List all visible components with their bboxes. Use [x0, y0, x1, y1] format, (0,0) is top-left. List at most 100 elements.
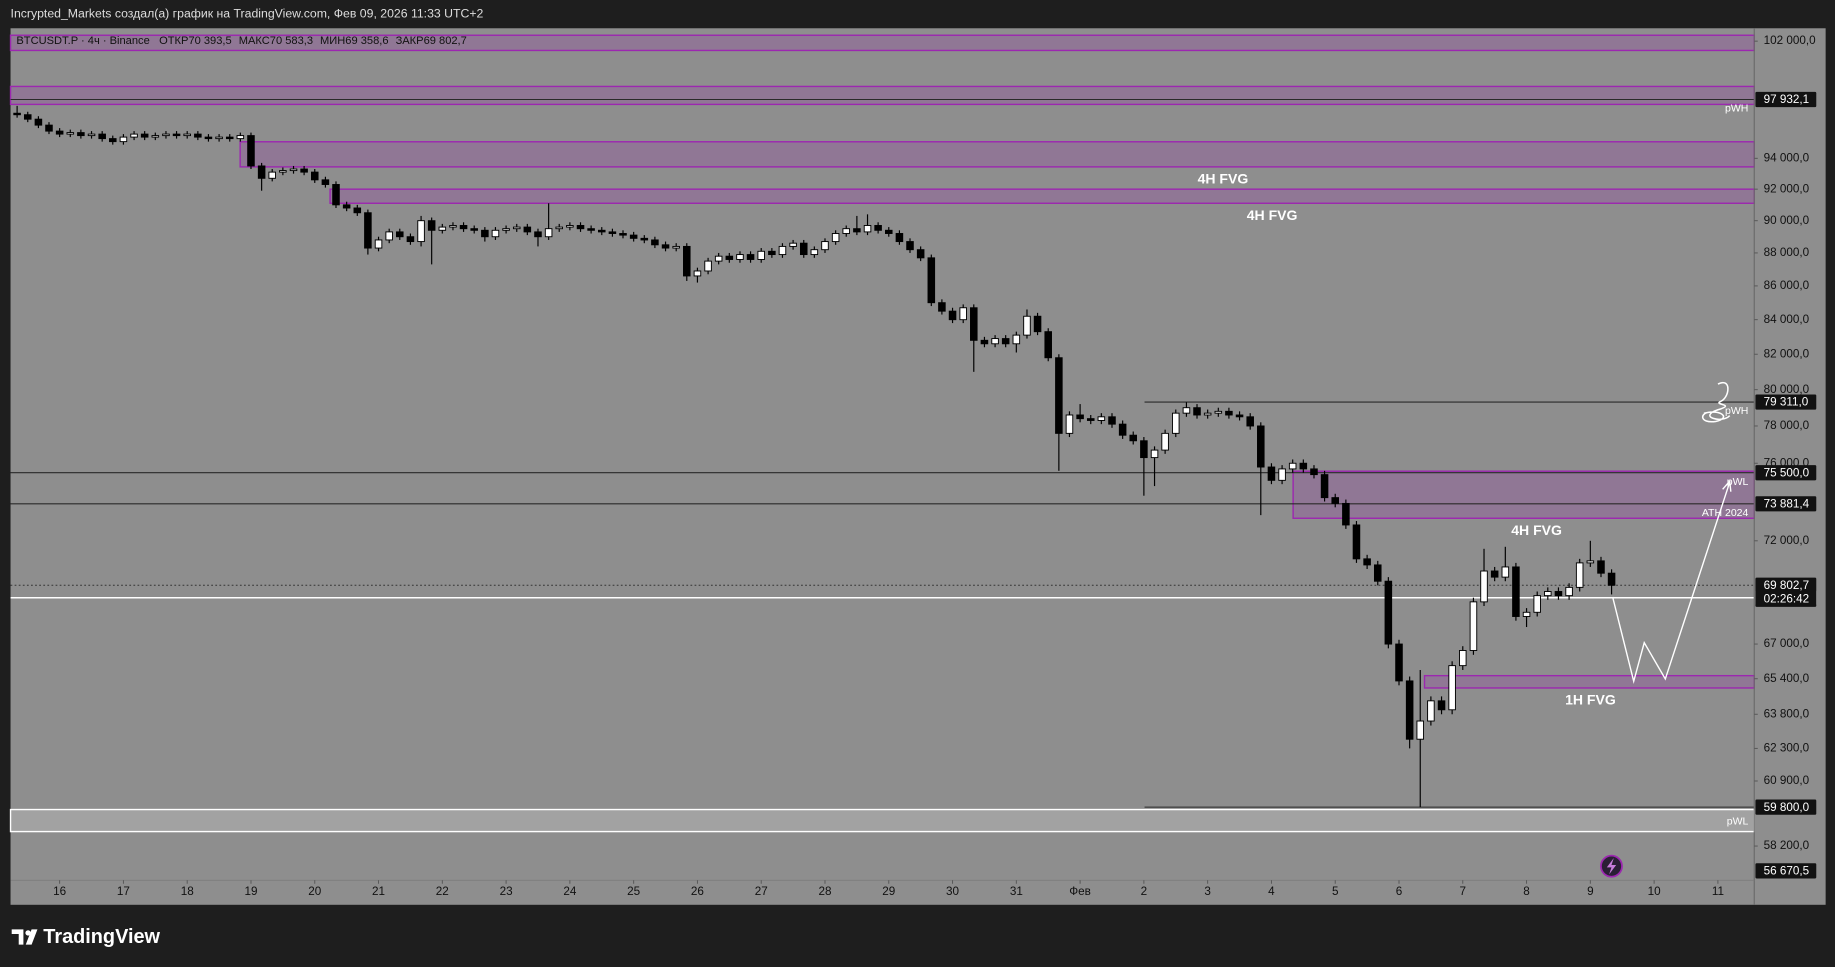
candle-body	[34, 118, 43, 126]
candle-body	[55, 130, 64, 135]
candle-body	[98, 133, 106, 140]
price-badge-label: 59 800,0	[1764, 801, 1810, 814]
candle-body	[1172, 412, 1180, 434]
candle-body	[768, 250, 776, 256]
price-badge-label: 56 670,5	[1764, 865, 1810, 878]
legend-key: ОТКР	[159, 35, 188, 47]
candle-body	[1522, 611, 1531, 617]
legend-value: 70 583,3	[270, 35, 313, 47]
candle-body	[396, 231, 404, 238]
candle-body	[1490, 570, 1499, 578]
y-tick-label: 72 000,0	[1764, 534, 1810, 547]
y-tick-label: 63 800,0	[1764, 707, 1810, 720]
zone	[239, 141, 1755, 168]
candle-body	[1278, 468, 1286, 481]
candle-body	[1607, 572, 1616, 586]
candle-body	[459, 225, 468, 230]
candle-body	[353, 207, 362, 214]
candle-body	[725, 255, 734, 260]
candle-body	[77, 132, 85, 137]
candle-body	[1384, 580, 1393, 645]
candle-body	[1129, 434, 1138, 442]
x-tick-label: 29	[882, 885, 895, 898]
candle-body	[1565, 586, 1573, 597]
candle-body	[1586, 560, 1595, 564]
x-tick-label: 26	[691, 885, 704, 898]
candle-body	[1299, 462, 1308, 470]
candle-body	[714, 255, 723, 262]
candle-body	[417, 220, 425, 243]
candle-body	[1044, 331, 1052, 359]
candle-body	[831, 233, 840, 243]
candle-body	[1055, 357, 1063, 434]
candle-body	[1363, 558, 1371, 566]
candle-body	[757, 250, 765, 260]
candle-body	[629, 234, 638, 239]
candle-body	[385, 231, 393, 241]
candle-body	[789, 242, 797, 247]
candle-body	[1352, 524, 1361, 560]
zone-label: 4H FVG	[1511, 522, 1562, 538]
legend-value: 69 358,6	[345, 35, 388, 47]
candle-body	[1405, 680, 1414, 740]
candle-body	[1459, 650, 1467, 667]
candle-body	[608, 231, 617, 234]
candle-body	[938, 302, 946, 312]
candle-body	[1320, 474, 1329, 499]
candle-body	[927, 257, 936, 304]
candle-body	[991, 338, 999, 345]
candle-body	[194, 133, 202, 138]
candle-body	[799, 242, 808, 256]
y-tick-label: 88 000,0	[1764, 246, 1810, 259]
levels: pWH pWH pWL ATH 2024	[10, 98, 1755, 808]
level-tag: pWH	[1725, 103, 1748, 115]
candle-body	[534, 231, 542, 238]
price-badge	[1755, 863, 1817, 879]
candle-body	[842, 228, 850, 234]
level-tag: pWH	[1725, 405, 1748, 417]
candle-body	[746, 254, 755, 260]
y-tick-label: 78 000,0	[1764, 419, 1810, 432]
candle-body	[300, 168, 308, 173]
candle-body	[704, 260, 712, 272]
zone	[1423, 674, 1755, 689]
candle-body	[884, 229, 893, 234]
candle-body	[906, 241, 914, 251]
candle-body	[778, 245, 787, 256]
price-badge-label: 73 881,4	[1764, 497, 1810, 510]
candle-body	[555, 226, 563, 230]
candle-body	[1246, 416, 1254, 427]
candle-body	[279, 170, 287, 173]
y-tick-label: 92 000,0	[1764, 182, 1810, 195]
candle-body	[1203, 412, 1212, 416]
x-tick-label: 19	[244, 885, 257, 898]
candle-body	[321, 179, 330, 185]
alert-icon[interactable]	[1600, 854, 1623, 878]
x-tick-label: 7	[1460, 885, 1467, 898]
candle-body	[342, 204, 351, 209]
legend-symbol: BTCUSDT.P · 4ч · Binance	[16, 35, 149, 47]
candles	[13, 105, 1616, 808]
price-badge	[1755, 394, 1817, 410]
candle-body	[523, 226, 532, 233]
candle-body	[1235, 414, 1244, 418]
candle-body	[1533, 595, 1541, 613]
x-tick-label: 11	[1712, 885, 1724, 898]
x-tick-label: 30	[946, 885, 960, 898]
candle-body	[332, 184, 340, 206]
price-badge	[1755, 91, 1817, 108]
x-tick-label: 27	[755, 885, 768, 898]
candle-body	[587, 228, 595, 231]
candle-body	[1023, 315, 1031, 336]
brand-logo	[11, 929, 38, 945]
y-tick-label: 58 200,0	[1764, 839, 1810, 852]
candle-body	[1118, 423, 1127, 436]
y-tick-label: 102 000,0	[1764, 34, 1816, 47]
candle-body	[916, 249, 925, 259]
candle-body	[1033, 315, 1042, 333]
zone-label: 1H FVG	[1565, 692, 1616, 708]
x-tick-label: 20	[308, 885, 322, 898]
candle-body	[491, 229, 500, 238]
candle-body	[109, 138, 117, 143]
candle-body	[427, 220, 436, 231]
